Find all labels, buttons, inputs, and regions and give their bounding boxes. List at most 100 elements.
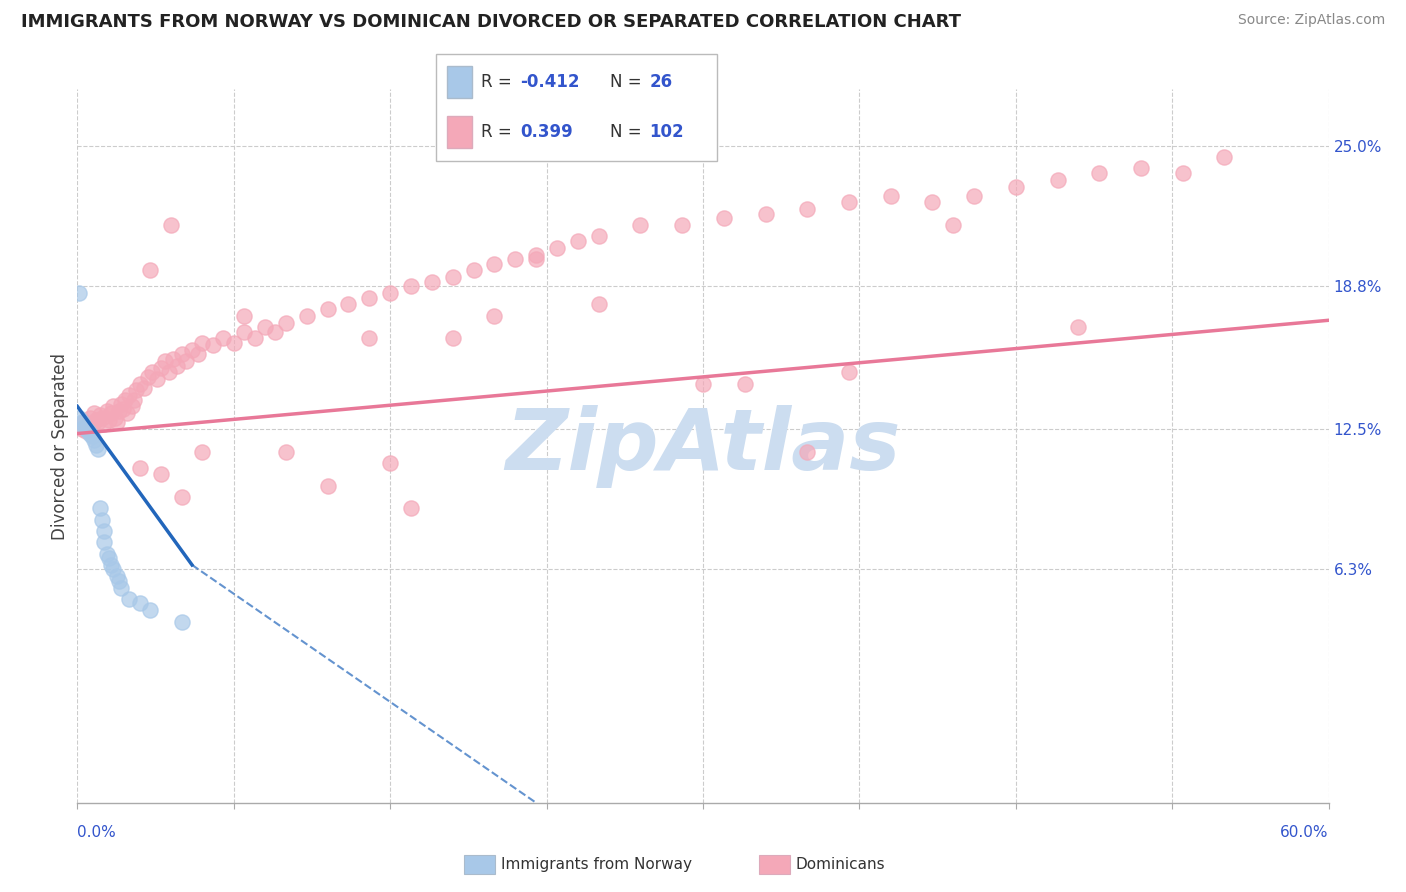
Point [166,359,188,373]
Point [274,444,297,458]
Point [796,202,818,217]
Point [110,397,132,411]
Point [67,410,90,425]
Point [233,325,256,339]
Point [191,335,214,350]
Point [72,419,94,434]
Point [96,547,118,561]
Point [93,417,115,432]
Point [187,347,209,361]
Point [70,422,93,436]
Point [76,424,98,438]
Point [89,501,111,516]
Text: 102: 102 [650,123,685,141]
Point [141,365,163,379]
Text: R =: R = [481,123,517,141]
Point [139,603,162,617]
Text: N =: N = [610,73,647,91]
Point [101,400,124,414]
Point [1213,150,1236,164]
Point [87,442,110,457]
Text: Source: ZipAtlas.com: Source: ZipAtlas.com [1237,13,1385,28]
Point [588,229,610,244]
Point [420,275,443,289]
Point [70,415,93,429]
Point [316,478,339,492]
Point [880,188,903,202]
Point [1171,166,1194,180]
Point [160,218,183,232]
Point [170,347,193,361]
Point [118,388,141,402]
Point [713,211,735,226]
Point [97,551,120,566]
Point [295,309,318,323]
Point [505,252,527,266]
Point [484,257,506,271]
Point [337,297,360,311]
Point [83,434,105,448]
Point [181,343,204,357]
Point [114,392,136,407]
Text: 60.0%: 60.0% [1281,825,1329,840]
Point [254,320,277,334]
Point [149,360,172,375]
Point [170,615,193,629]
Point [162,351,184,366]
Y-axis label: Divorced or Separated: Divorced or Separated [51,352,69,540]
Point [75,422,97,436]
Text: Dominicans: Dominicans [796,857,886,871]
Point [139,263,162,277]
Point [112,401,135,416]
Point [755,207,778,221]
Point [157,365,180,379]
Point [110,581,132,595]
Point [441,331,464,345]
Point [129,597,152,611]
Point [100,558,122,572]
Point [692,376,714,391]
Text: ZipAtlas: ZipAtlas [505,404,901,488]
Point [524,247,547,261]
Point [441,270,464,285]
Point [87,415,110,429]
Point [105,569,128,583]
Point [91,410,114,425]
Bar [447,66,472,98]
Point [212,331,235,345]
Point [117,406,139,420]
Point [399,501,422,516]
Point [264,325,287,339]
Point [243,331,266,345]
Point [108,404,131,418]
Text: IMMIGRANTS FROM NORWAY VS DOMINICAN DIVORCED OR SEPARATED CORRELATION CHART: IMMIGRANTS FROM NORWAY VS DOMINICAN DIVO… [21,13,962,31]
Point [72,415,94,429]
Point [921,195,943,210]
Text: 26: 26 [650,73,672,91]
Point [101,562,124,576]
Text: Immigrants from Norway: Immigrants from Norway [501,857,692,871]
Point [118,591,141,606]
Text: R =: R = [481,73,517,91]
Point [145,372,167,386]
Point [274,316,297,330]
Point [129,460,152,475]
Point [963,188,986,202]
Point [359,331,381,345]
Point [671,218,693,232]
Point [129,376,152,391]
Point [108,574,131,588]
Point [79,426,101,441]
FancyBboxPatch shape [436,54,717,161]
Point [91,513,114,527]
Point [191,444,214,458]
Point [75,424,97,438]
Point [380,456,402,470]
Point [316,301,339,316]
Point [1005,179,1028,194]
Point [132,381,155,395]
Point [796,444,818,458]
Point [125,384,148,398]
Point [399,279,422,293]
Point [136,370,159,384]
